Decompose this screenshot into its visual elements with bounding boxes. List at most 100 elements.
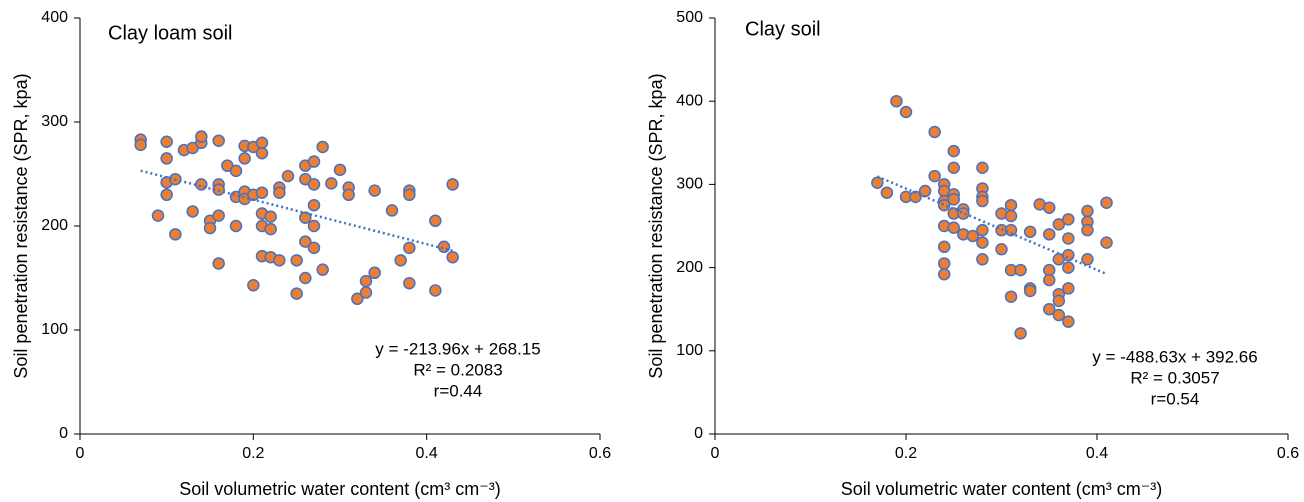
point bbox=[299, 271, 312, 285]
point bbox=[316, 140, 329, 154]
y-tick-label: 500 bbox=[676, 9, 703, 26]
point bbox=[1004, 198, 1018, 212]
point bbox=[437, 240, 451, 254]
x-tick-label: 0.2 bbox=[242, 445, 264, 462]
annotation: r=0.54 bbox=[1151, 389, 1200, 408]
point bbox=[1043, 201, 1056, 214]
annotation: R² = 0.3057 bbox=[1130, 368, 1219, 387]
chart-title: Clay loam soil bbox=[108, 22, 232, 44]
point bbox=[429, 284, 442, 297]
point bbox=[255, 136, 269, 150]
x-tick-label: 0 bbox=[711, 445, 720, 462]
point bbox=[1004, 223, 1018, 237]
point bbox=[325, 177, 338, 190]
point bbox=[429, 214, 442, 228]
point bbox=[880, 186, 894, 199]
point bbox=[947, 161, 960, 175]
point bbox=[368, 266, 381, 280]
point bbox=[918, 184, 932, 198]
point bbox=[151, 209, 165, 222]
point bbox=[937, 198, 951, 212]
point bbox=[281, 169, 295, 183]
x-axis-title: Soil volumetric water content (cm³ cm⁻³) bbox=[841, 479, 1163, 499]
point bbox=[1062, 213, 1075, 226]
point bbox=[307, 241, 321, 255]
y-axis-title: Soil penetration resistance (SPR, kpa) bbox=[11, 73, 31, 378]
point bbox=[238, 152, 251, 165]
x-tick-label: 0.4 bbox=[416, 445, 438, 462]
point bbox=[1023, 284, 1037, 298]
point bbox=[1052, 294, 1066, 308]
point bbox=[247, 279, 260, 292]
point bbox=[273, 254, 286, 267]
trendline bbox=[140, 169, 453, 253]
point bbox=[307, 219, 321, 233]
point bbox=[160, 135, 173, 149]
point bbox=[273, 186, 286, 199]
point bbox=[333, 163, 347, 177]
point bbox=[947, 144, 960, 158]
point bbox=[1081, 253, 1094, 266]
point bbox=[299, 235, 312, 248]
point bbox=[351, 292, 364, 306]
point bbox=[1014, 263, 1027, 277]
point bbox=[403, 276, 416, 290]
point bbox=[342, 188, 355, 202]
point bbox=[1004, 290, 1018, 303]
point bbox=[957, 207, 970, 220]
point bbox=[1062, 232, 1075, 245]
y-tick-label: 100 bbox=[676, 342, 703, 359]
point bbox=[385, 204, 399, 217]
point bbox=[403, 241, 416, 255]
point bbox=[195, 130, 208, 143]
point bbox=[212, 209, 225, 222]
point bbox=[937, 268, 951, 281]
point bbox=[928, 169, 941, 183]
point bbox=[212, 257, 225, 270]
trendline bbox=[876, 175, 1108, 276]
point bbox=[134, 138, 147, 152]
point bbox=[976, 161, 989, 175]
y-tick-label: 100 bbox=[41, 321, 68, 338]
point bbox=[307, 178, 321, 191]
point bbox=[1100, 236, 1113, 249]
point bbox=[1081, 204, 1094, 218]
annotation: y = -213.96x + 268.15 bbox=[375, 339, 540, 358]
point bbox=[368, 184, 381, 197]
annotation: R² = 0.2083 bbox=[413, 360, 502, 379]
point bbox=[394, 254, 407, 267]
point bbox=[359, 286, 373, 299]
point bbox=[255, 186, 269, 199]
point bbox=[160, 188, 173, 202]
point bbox=[928, 125, 941, 139]
annotation: r=0.44 bbox=[434, 381, 483, 400]
point bbox=[899, 105, 913, 119]
point bbox=[307, 198, 321, 212]
point bbox=[169, 228, 182, 241]
point bbox=[403, 188, 416, 202]
x-tick-label: 0.6 bbox=[589, 445, 611, 462]
point bbox=[976, 194, 989, 208]
y-tick-label: 0 bbox=[59, 425, 68, 442]
point bbox=[1052, 308, 1066, 322]
point bbox=[976, 236, 989, 249]
point bbox=[947, 221, 960, 234]
point bbox=[160, 152, 173, 165]
point bbox=[290, 254, 303, 267]
point bbox=[264, 210, 277, 223]
x-tick-label: 0.6 bbox=[1277, 445, 1299, 462]
y-tick-label: 0 bbox=[694, 425, 703, 442]
point bbox=[1052, 218, 1066, 231]
x-tick-label: 0.4 bbox=[1086, 445, 1108, 462]
point bbox=[186, 205, 199, 218]
point bbox=[203, 221, 217, 235]
point bbox=[1014, 327, 1027, 340]
point bbox=[229, 164, 243, 178]
y-tick-label: 200 bbox=[41, 217, 68, 234]
point bbox=[1043, 302, 1056, 316]
point bbox=[1004, 209, 1018, 223]
point bbox=[1081, 223, 1094, 237]
point bbox=[264, 222, 277, 236]
